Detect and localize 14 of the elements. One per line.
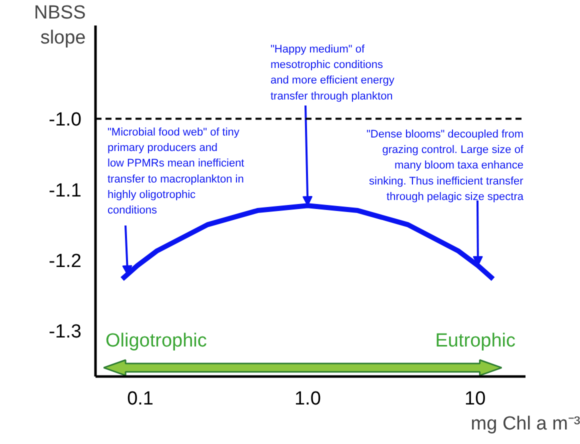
annotation: "Dense blooms" decoupled from grazing control. Large size of many bloom taxa enhance sinking. Thus inefficient transfer through pelagic size spectra	[366, 128, 524, 203]
x-tick-label: 10	[464, 388, 486, 410]
y-tick-label: -1.0	[48, 110, 82, 131]
x-axis-title: mg Chl a m⁻³	[470, 414, 580, 434]
annotation: Eutrophic	[435, 330, 516, 352]
y-tick-label: -1.2	[48, 250, 82, 272]
x-tick-label: 0.1	[127, 388, 154, 410]
x-tick-label: 1.0	[294, 388, 321, 410]
annotation: "Happy medium" of mesotrophic conditions and more efficient energy transfer through plankton	[270, 44, 395, 102]
y-axis-title: NBSS slope	[34, 2, 86, 49]
y-tick-label: -1.1	[48, 180, 82, 202]
annotation: "Microbial food web" of tiny primary producers and low PPMRs mean inefficient transfer to macroplankton in highly oligotrophic conditions	[108, 126, 244, 216]
annotation: Oligotrophic	[106, 330, 207, 352]
y-tick-label: -1.3	[48, 322, 82, 343]
